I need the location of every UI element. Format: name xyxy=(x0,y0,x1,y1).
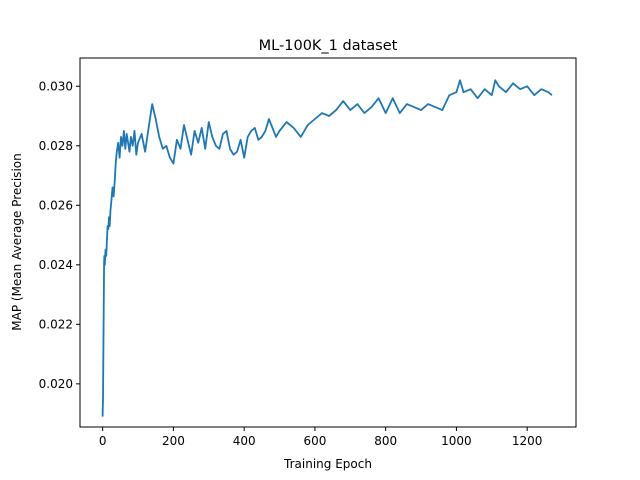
y-axis: 0.020 0.022 0.024 0.026 0.028 0.030 xyxy=(39,79,80,391)
y-tick-label: 0.030 xyxy=(39,79,73,93)
y-tick-label: 0.022 xyxy=(39,317,73,331)
series-line xyxy=(101,79,553,417)
y-tick-label: 0.020 xyxy=(39,377,73,391)
x-tick-label: 0 xyxy=(99,434,107,448)
x-tick-label: 200 xyxy=(162,434,185,448)
chart-title: ML-100K_1 dataset xyxy=(259,38,398,54)
x-tick-label: 800 xyxy=(374,434,397,448)
x-tick-label: 600 xyxy=(303,434,326,448)
axes-frame xyxy=(79,57,577,428)
y-tick-label: 0.028 xyxy=(39,139,73,153)
y-tick-label: 0.026 xyxy=(39,198,73,212)
y-axis-label: MAP (Mean Average Precision xyxy=(10,153,24,330)
x-tick-label: 1200 xyxy=(512,434,543,448)
x-axis: 0 200 400 600 800 1000 1200 xyxy=(99,427,543,448)
plot-area xyxy=(101,79,553,417)
x-tick-label: 400 xyxy=(233,434,256,448)
x-axis-label: Training Epoch xyxy=(283,457,372,471)
x-tick-label: 1000 xyxy=(441,434,472,448)
y-tick-label: 0.024 xyxy=(39,258,73,272)
